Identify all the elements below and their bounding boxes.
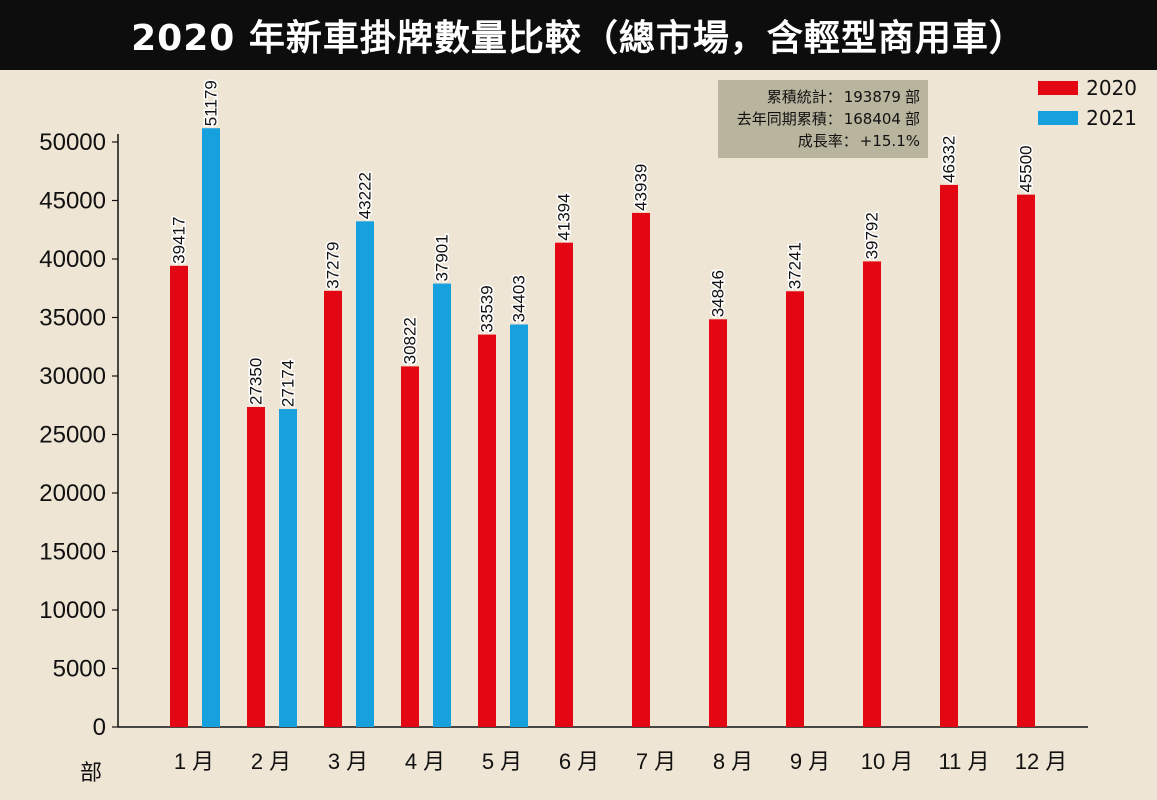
data-label: 37279 — [324, 242, 343, 289]
stats-growth-label: 成長率： — [797, 132, 858, 150]
legend-swatch-2020 — [1038, 81, 1079, 95]
x-tick-label: 2 月 — [251, 749, 291, 774]
x-tick-label: 8 月 — [713, 749, 753, 774]
data-label: 34846 — [709, 270, 728, 317]
data-label: 27350 — [247, 358, 266, 405]
x-tick-label: 12 月 — [1015, 749, 1068, 774]
bar-chart: 0 5000 10000 15000 20000 25000 30000 35000 40000… — [39, 79, 1088, 774]
y-tick-label: 35000 — [39, 305, 106, 332]
stats-last-year-value: 168404 — [843, 110, 901, 128]
y-tick-label: 30000 — [39, 363, 106, 390]
stats-cumulative-value: 193879 — [843, 88, 901, 106]
stats-last-year-label: 去年同期累積： — [736, 110, 842, 128]
stats-last-year-unit: 部 — [904, 110, 920, 128]
data-label: 37901 — [433, 234, 452, 281]
x-tick-label: 10 月 — [861, 749, 914, 774]
x-tick-label: 5 月 — [482, 749, 522, 774]
stats-cumulative: 累積統計： 193879 部 — [726, 86, 920, 108]
x-tick-label: 3 月 — [328, 749, 368, 774]
stats-box: 累積統計： 193879 部 去年同期累積： 168404 部 成長率： +15.1% — [718, 80, 928, 158]
y-tick-label: 0 — [93, 714, 106, 741]
x-tick-label: 9 月 — [790, 749, 830, 774]
bar-2020-11 — [940, 184, 958, 728]
chart-title: 2020 年新車掛牌數量比較（總市場，含輕型商用車） — [0, 0, 1157, 70]
bar-2021-4 — [433, 283, 451, 727]
y-tick-label: 15000 — [39, 539, 106, 566]
stats-growth-value: +15.1% — [859, 132, 920, 150]
stats-cumulative-label: 累積統計： — [766, 88, 842, 106]
legend-label-2020: 2020 — [1086, 76, 1137, 100]
data-label: 33539 — [478, 285, 497, 332]
bar-2021-1 — [202, 128, 220, 728]
bar-2020-5 — [478, 334, 496, 727]
y-tick-label: 50000 — [39, 129, 106, 156]
legend-swatch-2021 — [1038, 111, 1079, 125]
data-label: 41394 — [555, 193, 574, 240]
y-tick-label: 40000 — [39, 246, 106, 273]
x-tick-label: 1 月 — [174, 749, 214, 774]
bar-2021-2 — [279, 409, 297, 727]
y-tick-label: 25000 — [39, 422, 106, 449]
x-tick-label: 4 月 — [405, 749, 445, 774]
data-label: 39792 — [863, 212, 882, 259]
legend-label-2021: 2021 — [1086, 106, 1137, 130]
data-label: 51179 — [202, 80, 221, 126]
bar-2021-5 — [510, 324, 528, 727]
y-tick-label: 20000 — [39, 480, 106, 507]
data-label: 37241 — [786, 242, 805, 289]
y-tick-label: 45000 — [39, 188, 106, 215]
data-label: 43222 — [356, 172, 375, 219]
y-tick-label: 10000 — [39, 597, 106, 624]
bar-2020-8 — [709, 319, 727, 727]
bar-2020-4 — [401, 366, 419, 727]
data-label: 27174 — [279, 360, 298, 407]
data-label: 30822 — [401, 317, 420, 364]
y-tick-label: 5000 — [53, 656, 106, 683]
data-label: 45500 — [1017, 145, 1036, 192]
bar-2020-10 — [863, 261, 881, 727]
stats-growth: 成長率： +15.1% — [726, 130, 920, 152]
legend-item-2020: 2020 — [1038, 76, 1137, 100]
legend: 2020 2021 — [1038, 76, 1137, 130]
x-tick-label: 6 月 — [559, 749, 599, 774]
stats-cumulative-unit: 部 — [904, 88, 920, 106]
bar-2020-7 — [632, 212, 650, 727]
bar-2020-1 — [170, 265, 188, 727]
bar-2020-6 — [555, 242, 573, 728]
bar-2020-2 — [247, 407, 265, 727]
bar-2021-3 — [356, 221, 374, 727]
data-label: 34403 — [510, 275, 529, 322]
bar-2020-3 — [324, 290, 342, 727]
data-label: 46332 — [940, 136, 959, 183]
x-tick-label: 11 月 — [939, 749, 990, 774]
data-label: 43939 — [632, 164, 651, 211]
y-axis-unit: 部 — [80, 761, 103, 786]
x-tick-label: 7 月 — [636, 749, 676, 774]
data-label: 39417 — [170, 217, 189, 264]
bar-2020-12 — [1017, 194, 1035, 727]
stats-last-year: 去年同期累積： 168404 部 — [726, 108, 920, 130]
legend-item-2021: 2021 — [1038, 106, 1137, 130]
bar-2020-9 — [786, 291, 804, 727]
